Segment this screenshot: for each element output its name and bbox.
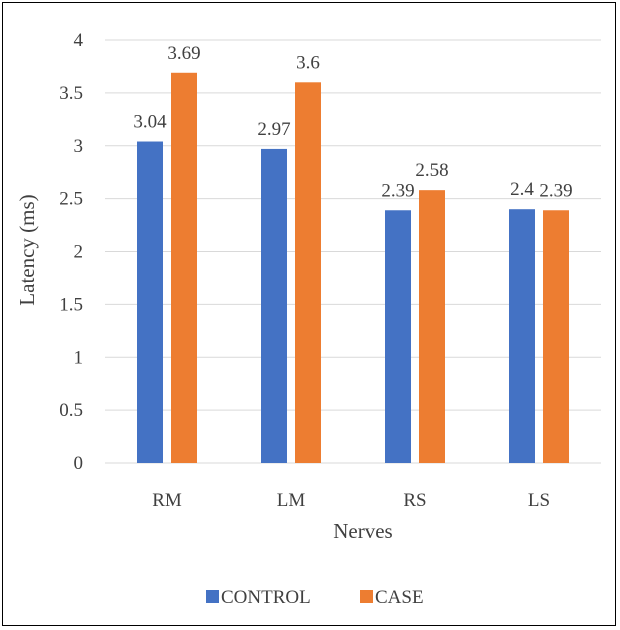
bar-case-rs: [419, 190, 445, 464]
y-tick-label: 3.5: [59, 83, 83, 104]
data-label-case-lm: 3.6: [296, 52, 320, 73]
x-tick-label-rs: RS: [403, 490, 426, 511]
bar-control-ls: [509, 209, 535, 463]
y-axis-ticks: 0 0.5 1 1.5 2 2.5 3 3.5 4: [59, 30, 83, 474]
y-tick-label: 1.5: [59, 294, 83, 315]
y-tick-label: 0.5: [59, 400, 83, 421]
data-label-case-ls: 2.39: [539, 180, 572, 201]
y-axis-title: Latency (ms): [15, 194, 39, 305]
legend: CONTROL CASE: [206, 587, 424, 608]
bar-case-ls: [543, 210, 569, 463]
legend-swatch-case: [360, 590, 373, 603]
x-axis-ticks: RM LM RS LS: [152, 490, 550, 511]
data-label-control-lm: 2.97: [257, 119, 290, 140]
x-tick-label-lm: LM: [277, 490, 306, 511]
data-label-control-ls: 2.4: [510, 179, 534, 200]
y-tick-label: 3: [74, 136, 84, 157]
y-tick-label: 0: [74, 453, 84, 474]
x-tick-label-rm: RM: [152, 490, 182, 511]
data-labels: 3.043.692.973.62.392.582.4 2.39: [133, 43, 572, 201]
data-label-case-rs: 2.58: [415, 160, 448, 181]
bar-chart: 00.511.522.533.54 3.043.692.973.62.392.5…: [15, 30, 601, 608]
y-tick-label: 2.5: [59, 189, 83, 210]
x-axis-title: Nerves: [333, 519, 392, 543]
y-tick-label: 2: [74, 242, 84, 263]
legend-label-control: CONTROL: [221, 587, 311, 608]
y-tick-label: 1: [74, 347, 84, 368]
data-label-case-rm: 3.69: [167, 43, 200, 64]
bar-control-rs: [385, 210, 411, 463]
legend-label-case: CASE: [375, 587, 424, 608]
y-tick-label: 4: [74, 30, 84, 51]
bar-case-rm: [171, 72, 197, 463]
bar-case-lm: [295, 82, 321, 464]
x-tick-label-ls: LS: [528, 490, 550, 511]
bar-control-lm: [261, 148, 287, 464]
bars: [137, 72, 569, 464]
legend-swatch-control: [206, 590, 219, 603]
data-label-control-rs: 2.39: [381, 180, 414, 201]
bar-control-rm: [137, 141, 163, 463]
data-label-control-rm: 3.04: [133, 112, 167, 133]
